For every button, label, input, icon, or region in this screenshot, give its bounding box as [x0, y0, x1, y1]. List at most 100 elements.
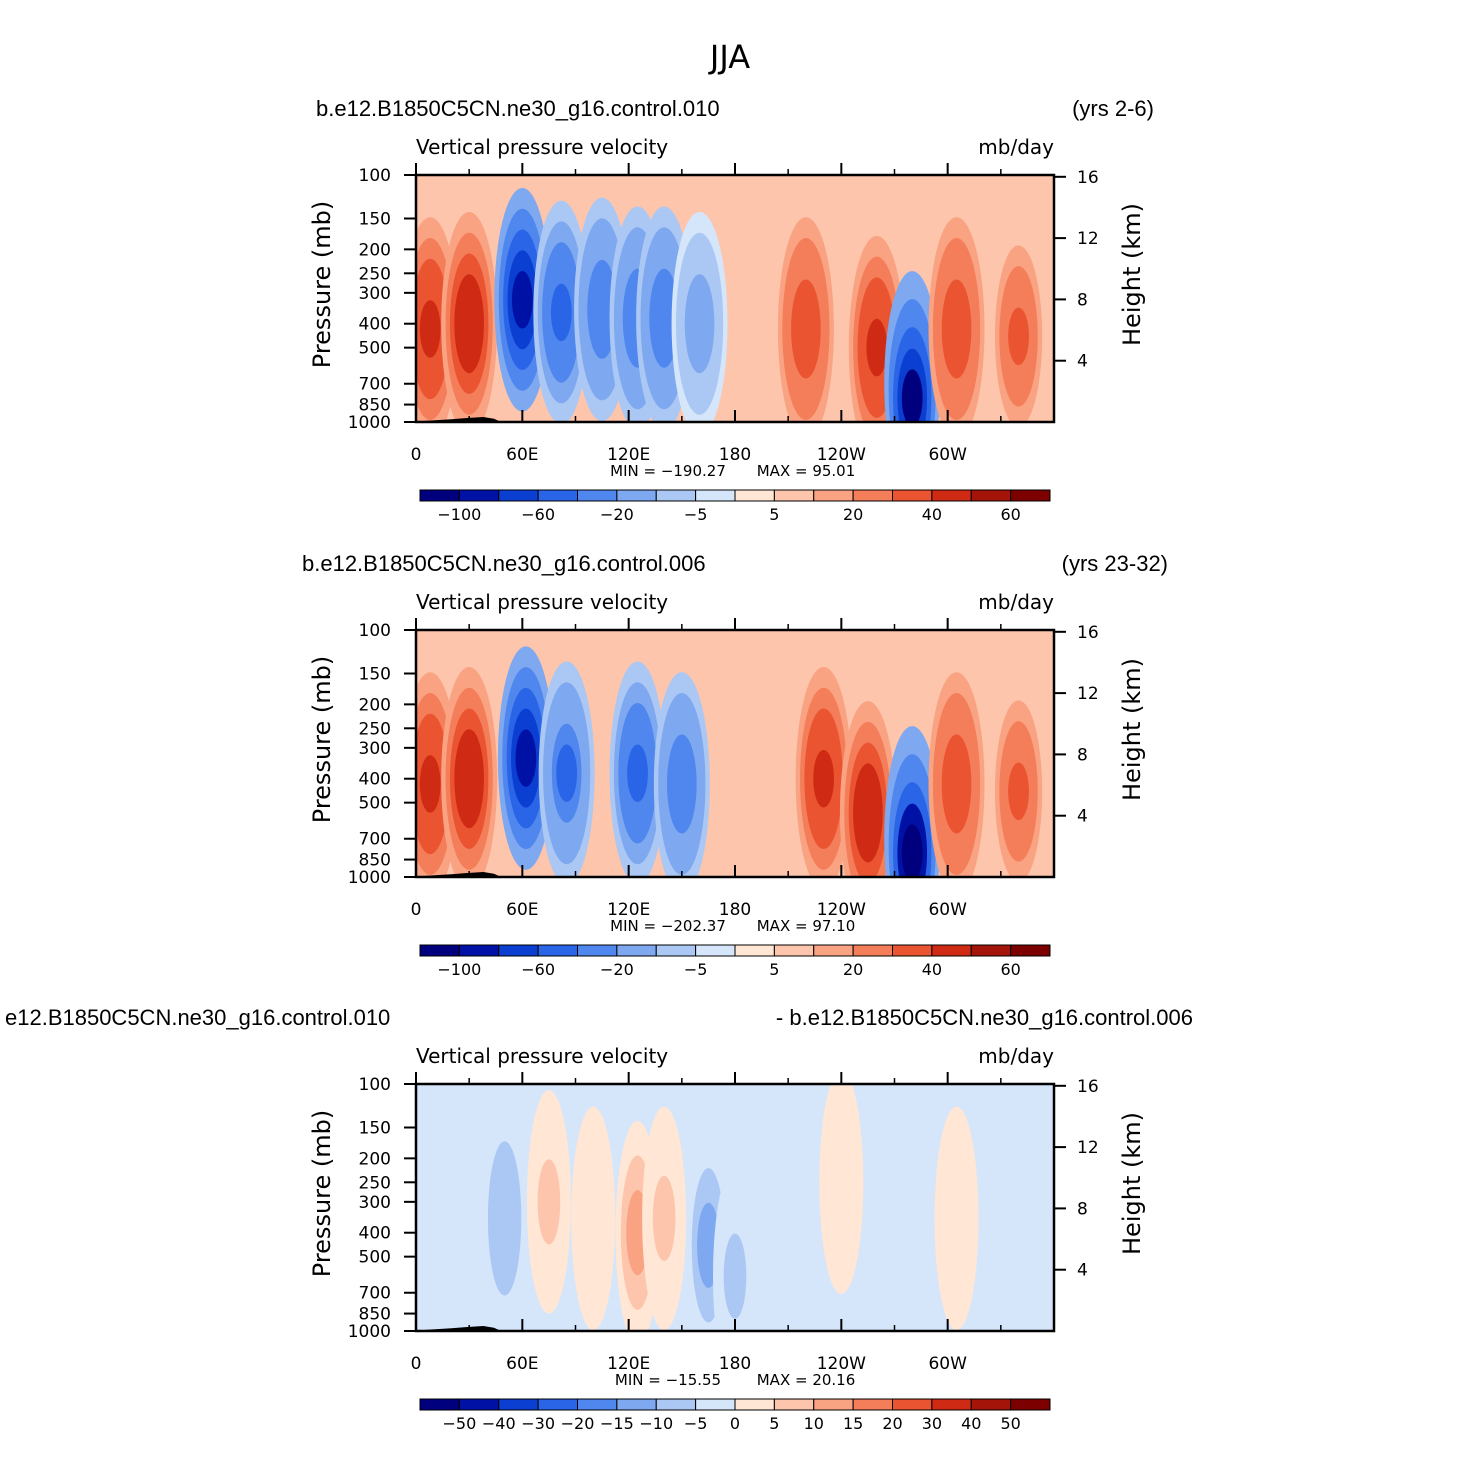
y-tick-label: 150	[359, 1118, 391, 1138]
colorbar-label: 40	[961, 1414, 981, 1433]
colorbar-box	[852, 489, 893, 502]
case-title-left: b.e12.B1850C5CN.ne30_g16.control.006	[302, 551, 706, 576]
colorbar-box	[970, 1398, 1012, 1411]
y-tick-label: 700	[359, 1284, 391, 1304]
colorbar-box	[773, 489, 815, 502]
y-tick-label: 850	[359, 851, 391, 871]
colorbar-box	[498, 944, 539, 957]
colorbar-label: 5	[769, 960, 779, 979]
colorbar-box	[655, 944, 697, 957]
panel-1: b.e12.B1850C5CN.ne30_g16.control.010 (yrs…	[308, 96, 1154, 524]
colorbar-label: 5	[769, 505, 779, 524]
contour-feature-9-level-4	[866, 318, 888, 377]
case-title-right: (yrs 23-32)	[1062, 551, 1168, 576]
y-tick-label: 150	[359, 209, 391, 229]
colorbar-box	[537, 944, 578, 957]
contour-feature-8-level-4	[901, 824, 923, 877]
contour-feature-10-level-4	[1008, 762, 1029, 821]
colorbar-label: −50	[442, 1414, 476, 1433]
y2-tick-label: 12	[1077, 1138, 1099, 1158]
colorbar-box	[931, 944, 972, 957]
y-axis-label: Pressure (mb)	[308, 201, 336, 368]
x-tick-label: 0	[411, 445, 422, 465]
x-tick-label: 120W	[817, 900, 866, 920]
colorbar-box	[616, 1398, 657, 1411]
colorbar-label: −100	[437, 505, 481, 524]
x-tick-label: 0	[411, 1354, 422, 1374]
contour-feature-6-level-4	[653, 289, 675, 347]
contour-field	[416, 175, 1054, 422]
colorbar-box	[773, 1398, 815, 1411]
colorbar-box	[498, 489, 539, 502]
y-tick-label: 700	[359, 830, 391, 850]
colorbar-box	[419, 489, 460, 502]
y-axis-label: Pressure (mb)	[308, 656, 336, 823]
contour-feature-1-level-4	[458, 294, 480, 353]
colorbar-box	[577, 1398, 618, 1411]
panel-3: e12.B1850C5CN.ne30_g16.control.010 - b.e1…	[5, 1005, 1193, 1433]
contour-feature-3-level-4	[556, 744, 578, 802]
max-label: MAX = 95.01	[757, 462, 856, 480]
y-tick-label: 500	[359, 794, 391, 814]
y2-tick-label: 16	[1077, 623, 1099, 643]
y2-tick-label: 16	[1077, 168, 1099, 188]
figure-title: JJA	[708, 38, 750, 76]
y2-tick-label: 4	[1077, 807, 1088, 827]
y-tick-label: 400	[359, 770, 391, 790]
colorbar-label: −60	[521, 960, 555, 979]
colorbar-label: −20	[600, 960, 634, 979]
contour-feature-4-level-2	[652, 1175, 676, 1261]
colorbar-box	[458, 1398, 500, 1411]
y2-tick-label: 12	[1077, 229, 1099, 249]
contour-feature-7-level-2	[830, 1139, 853, 1225]
contour-feature-10-level-4	[901, 369, 923, 422]
colorbar-label: 20	[882, 1414, 902, 1433]
y-tick-label: 300	[359, 739, 391, 759]
contour-feature-2-level-4	[511, 271, 533, 329]
colorbar-label: −5	[684, 505, 708, 524]
contour-field	[416, 1084, 1054, 1331]
y2-tick-label: 16	[1077, 1077, 1099, 1097]
colorbar-box	[931, 1398, 972, 1411]
subtitle-left: Vertical pressure velocity	[416, 590, 668, 614]
y-tick-label: 500	[359, 339, 391, 359]
colorbar-label: 40	[922, 505, 942, 524]
colorbar-box	[1010, 1398, 1051, 1411]
max-label: MAX = 97.10	[757, 917, 856, 935]
contour-feature-1-level-2	[537, 1159, 561, 1245]
y-tick-label: 200	[359, 1149, 391, 1169]
colorbar-box	[577, 489, 618, 502]
subtitle-right: mb/day	[978, 135, 1054, 159]
colorbar-box	[813, 944, 854, 957]
colorbar-box	[655, 1398, 697, 1411]
colorbar-label: 10	[804, 1414, 824, 1433]
contour-feature-8-level-2	[945, 1175, 968, 1261]
colorbar-box	[734, 489, 775, 502]
max-label: MAX = 20.16	[757, 1371, 856, 1389]
colorbar-label: 50	[1000, 1414, 1020, 1433]
y2-tick-label: 8	[1077, 1199, 1088, 1219]
colorbar-label: −10	[639, 1414, 673, 1433]
colorbar-label: 0	[730, 1414, 740, 1433]
colorbar-label: −5	[684, 1414, 708, 1433]
colorbar-label: −40	[482, 1414, 516, 1433]
contour-feature-2-level-4	[515, 729, 537, 787]
min-label: MIN = −202.37	[610, 917, 726, 935]
y-tick-label: 300	[359, 1193, 391, 1213]
colorbar-label: 20	[843, 960, 863, 979]
colorbar-box	[970, 489, 1012, 502]
colorbar-box	[734, 1398, 775, 1411]
x-tick-label: 60W	[928, 445, 967, 465]
contour-feature-7-level-4	[689, 294, 710, 353]
colorbar-label: 15	[843, 1414, 863, 1433]
colorbar-box	[773, 944, 815, 957]
colorbar-box	[577, 944, 618, 957]
y2-tick-label: 8	[1077, 290, 1088, 310]
contour-feature-0-level-4	[419, 300, 441, 358]
contour-feature-3-level-4	[550, 283, 572, 342]
y-tick-label: 150	[359, 664, 391, 684]
contour-feature-9-level-4	[946, 755, 967, 813]
contour-feature-6-level-4	[813, 749, 835, 808]
x-tick-label: 60E	[506, 900, 538, 920]
y-tick-label: 1000	[348, 413, 391, 433]
